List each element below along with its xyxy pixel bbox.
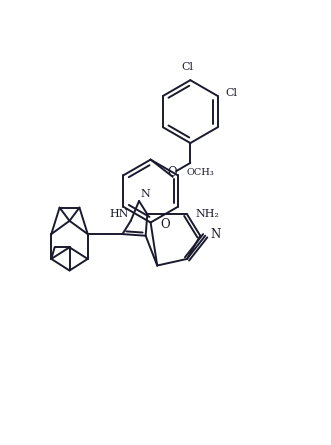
- Text: NH₂: NH₂: [195, 209, 219, 219]
- Text: N: N: [141, 189, 150, 199]
- Text: O: O: [167, 166, 177, 179]
- Text: Cl: Cl: [226, 88, 238, 97]
- Text: Cl: Cl: [181, 62, 193, 72]
- Text: HN: HN: [110, 209, 129, 219]
- Text: O: O: [161, 218, 170, 231]
- Text: OCH₃: OCH₃: [186, 167, 214, 177]
- Text: N: N: [210, 227, 220, 241]
